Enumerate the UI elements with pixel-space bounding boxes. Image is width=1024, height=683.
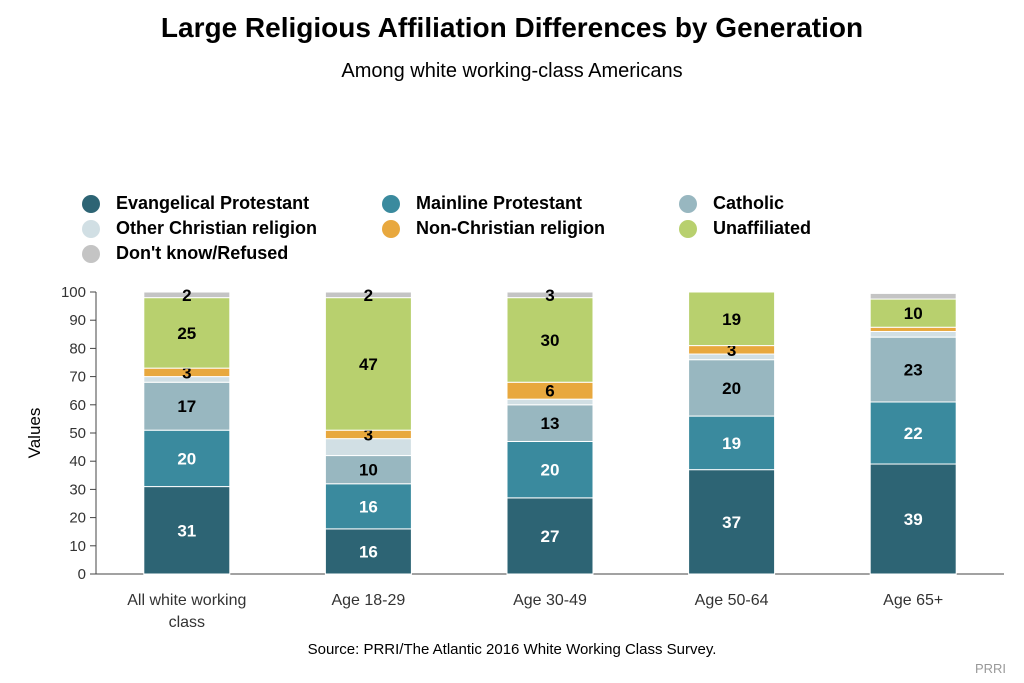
bar-segment [688, 359, 776, 417]
legend-item: Other Christian religion [82, 218, 317, 239]
legend-item: Mainline Protestant [382, 193, 582, 214]
data-label: 3 [545, 286, 554, 305]
y-tick-label: 40 [69, 453, 86, 470]
bar-segment [869, 336, 957, 403]
y-tick-label: 70 [69, 369, 86, 386]
bar-segment [143, 291, 231, 299]
y-tick-label: 50 [69, 425, 86, 442]
x-tick-label: Age 65+ [883, 592, 943, 609]
y-tick-label: 60 [69, 397, 86, 414]
x-tick-label: Age 30-49 [513, 592, 587, 609]
data-label: 2 [182, 286, 191, 305]
bar-segment [688, 469, 776, 575]
bar-segment [506, 497, 594, 575]
bar-segment [506, 404, 594, 442]
x-tick-label: Age 50-64 [695, 592, 769, 609]
data-label: 10 [359, 461, 378, 480]
y-tick-label: 10 [69, 538, 86, 555]
bar-segment [869, 401, 957, 465]
legend-label: Don't know/Refused [116, 243, 289, 263]
data-label: 19 [722, 310, 741, 329]
legend-label: Non-Christian religion [416, 218, 605, 238]
data-label: 25 [177, 324, 196, 343]
bar-segment [688, 291, 776, 347]
legend-swatch [382, 194, 400, 213]
legend-swatch [382, 219, 400, 238]
data-label: 17 [177, 397, 196, 416]
y-tick-label: 90 [69, 312, 86, 329]
data-label: 6 [545, 382, 554, 401]
data-label: 39 [904, 510, 923, 529]
legend-label: Mainline Protestant [416, 193, 583, 213]
data-label: 31 [177, 521, 196, 540]
y-tick-label: 80 [69, 340, 86, 357]
bar-segment [506, 291, 594, 299]
bar-segment [324, 483, 412, 530]
data-label: 27 [541, 527, 560, 546]
credit-label: PRRI [974, 661, 1006, 676]
legend-label: Unaffiliated [713, 218, 812, 238]
data-label: 19 [722, 434, 741, 453]
legend-item: Catholic [679, 193, 784, 214]
data-label: 16 [359, 497, 378, 516]
data-label: 23 [904, 361, 923, 380]
bar-segment [869, 330, 957, 338]
y-tick-label: 0 [78, 566, 86, 583]
data-label: 37 [722, 513, 741, 532]
data-label: 2 [364, 286, 373, 305]
y-tick-label: 100 [61, 284, 86, 301]
bar-segment [324, 455, 412, 485]
legend-item: Unaffiliated [679, 218, 811, 239]
bar-segment [506, 440, 594, 499]
bar-segment [143, 381, 231, 431]
legend-swatch [679, 194, 697, 213]
legend-item: Non-Christian religion [382, 218, 605, 239]
legend-label: Catholic [713, 193, 785, 213]
bar-segment [869, 292, 957, 300]
bar-segment [143, 429, 231, 488]
y-tick-label: 20 [69, 510, 86, 527]
bar-segment [324, 291, 412, 299]
bar-segment [324, 297, 412, 431]
bar-segment [324, 528, 412, 575]
chart-subtitle: Among white working-class Americans [341, 60, 683, 82]
legend-swatch [82, 244, 100, 263]
legend-item: Evangelical Protestant [82, 193, 309, 214]
y-axis-title: Values [25, 408, 44, 459]
data-label: 22 [904, 424, 923, 443]
data-label: 3 [182, 363, 191, 382]
y-tick-label: 30 [69, 481, 86, 498]
data-label: 20 [541, 461, 560, 480]
data-label: 10 [904, 304, 923, 323]
source-note: Source: PRRI/The Atlantic 2016 White Wor… [307, 641, 717, 658]
data-label: 3 [727, 341, 736, 360]
x-tick-label: class [169, 614, 205, 631]
legend-label: Evangelical Protestant [116, 193, 310, 213]
legend-item: Don't know/Refused [82, 243, 288, 264]
x-tick-label: Age 18-29 [331, 592, 405, 609]
data-label: 3 [364, 425, 373, 444]
x-tick-label: All white working [127, 592, 246, 609]
legend-label: Other Christian religion [116, 218, 318, 238]
bar-segment [869, 298, 957, 328]
bar-segment [869, 463, 957, 575]
bar-segment [869, 326, 957, 332]
data-label: 16 [359, 542, 378, 561]
legend-swatch [82, 219, 100, 238]
bar-segment [143, 297, 231, 369]
data-label: 20 [177, 449, 196, 468]
data-label: 20 [722, 379, 741, 398]
data-label: 30 [541, 331, 560, 350]
data-label: 47 [359, 355, 378, 374]
bar-segment [506, 297, 594, 383]
legend-swatch [82, 194, 100, 213]
data-label: 13 [541, 414, 560, 433]
chart-title: Large Religious Affiliation Differences … [160, 12, 864, 43]
legend-swatch [679, 219, 697, 238]
